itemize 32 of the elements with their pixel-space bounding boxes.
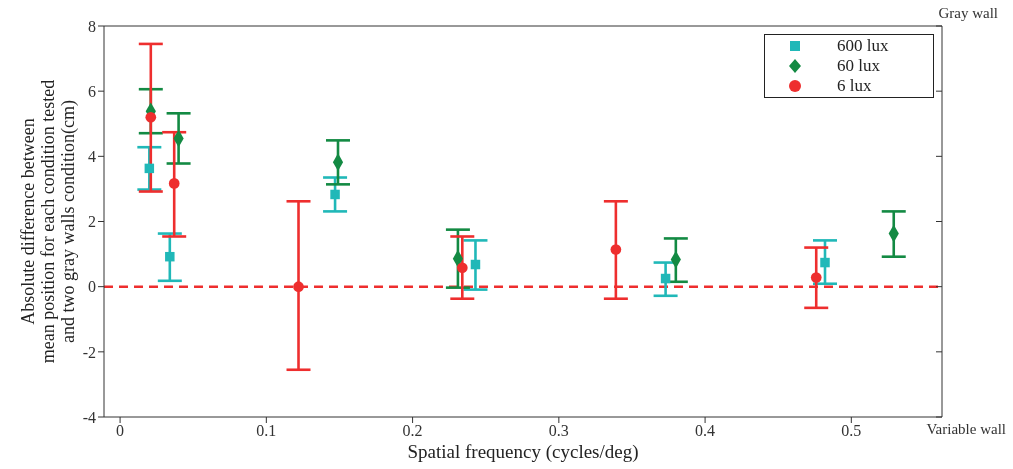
y-tick-label: -2: [82, 343, 96, 361]
text: Variable wall: [926, 421, 1006, 438]
x-tick-label: 0.4: [695, 422, 716, 440]
y-tick-label: 0: [88, 278, 96, 296]
x-axis-title: Spatial frequency (cycles/deg): [407, 441, 639, 463]
legend-label: 600 lux: [837, 36, 889, 56]
y-tick-label: 4: [88, 148, 96, 166]
y-axis-title: Absolute difference between mean position for each condition tested and two gray walls condition(cm): [18, 79, 79, 364]
point: [660, 273, 671, 284]
x-tick-label: 0.1: [256, 422, 277, 440]
point: [145, 111, 157, 123]
x-tick-label: 0.5: [841, 422, 862, 440]
legend-label: 60 lux: [837, 56, 880, 76]
point: [330, 189, 340, 200]
x-tick-label: 0: [116, 422, 125, 440]
point: [810, 272, 822, 283]
text: Gray wall: [938, 5, 998, 22]
point: [820, 257, 830, 268]
point: [610, 244, 622, 255]
y-tick-label: 2: [88, 213, 96, 231]
point: [168, 178, 180, 189]
point: [165, 251, 175, 262]
x-tick-label: 0.2: [402, 422, 423, 440]
point: [144, 163, 155, 174]
y-tick-label: 6: [88, 82, 96, 100]
point: [293, 281, 304, 293]
y-tick-label: 8: [88, 17, 96, 35]
point: [470, 259, 481, 270]
point: [456, 262, 468, 274]
x-tick-label: 0.3: [548, 422, 569, 440]
y-tick-label: -4: [82, 408, 96, 426]
legend-label: 6 lux: [837, 76, 872, 96]
